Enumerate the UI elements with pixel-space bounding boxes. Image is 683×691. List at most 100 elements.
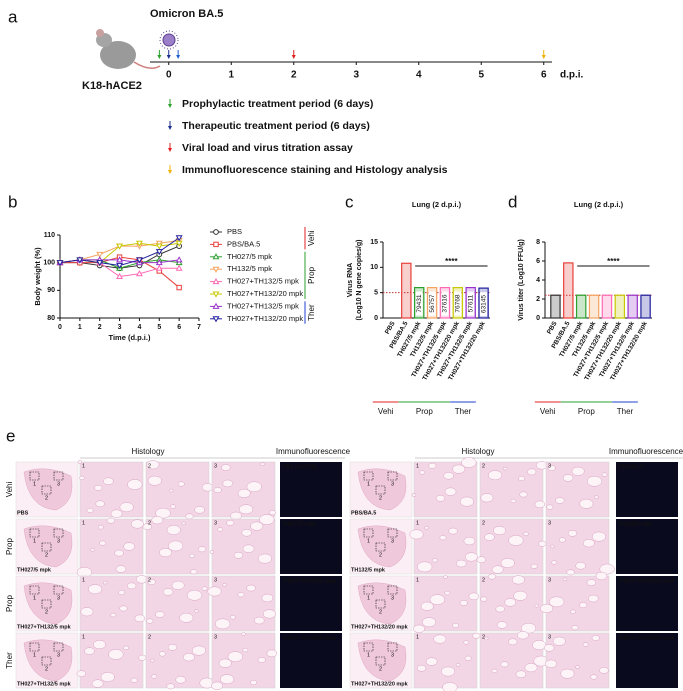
zoom-box [53, 528, 64, 538]
alveolus [91, 679, 104, 688]
zoom-label: 2 [482, 634, 485, 640]
x-tick-label: 6 [177, 324, 181, 331]
if-image [616, 462, 678, 517]
arrow-head [176, 55, 181, 59]
alveolus [222, 583, 227, 587]
alveolus [110, 612, 117, 618]
if-label: TH027+TH132/20 mpk [618, 578, 676, 584]
bar [601, 294, 613, 319]
zoom-label: 1 [82, 463, 85, 469]
marker [175, 256, 183, 263]
alveolus [211, 681, 223, 690]
alveolus [440, 666, 456, 677]
histology-image [79, 518, 144, 575]
alveolus [108, 649, 124, 660]
alveolus [476, 556, 486, 564]
alveolus [159, 548, 172, 558]
virus-icon [159, 30, 179, 50]
arrow [168, 121, 172, 130]
alveolus [484, 636, 489, 641]
legend-text: Immunofluorescence staining and Histolog… [182, 164, 448, 176]
alveolus [260, 462, 265, 466]
alveolus [257, 657, 266, 663]
alveolus [516, 631, 529, 640]
zoom-box-label: 2 [45, 552, 48, 558]
alveolus [269, 510, 276, 516]
group-label: Vehi [378, 407, 394, 416]
bar-text-bg [415, 291, 423, 316]
zoom-label: 3 [548, 463, 551, 469]
y-tick-label: 8 [536, 239, 540, 246]
zoom-box-label: 3 [391, 538, 394, 544]
alveolus [480, 596, 488, 602]
alveolus [135, 575, 148, 584]
alveolus [515, 670, 527, 678]
zoom-label: 1 [416, 577, 419, 583]
alveolus [570, 609, 576, 614]
alveolus [194, 609, 199, 613]
alveolus [493, 526, 506, 536]
alveolus [106, 517, 115, 524]
bar-text-bg [428, 291, 436, 316]
alveolus [147, 475, 162, 486]
alveolus [123, 645, 129, 650]
alveolus [79, 475, 85, 481]
alveolus [452, 622, 460, 629]
y-tick-label: 6 [536, 258, 540, 265]
alveolus [155, 507, 171, 519]
alveolus [146, 460, 160, 470]
column-header: Histology [462, 447, 495, 456]
lung-section [357, 639, 407, 682]
bar [401, 262, 412, 319]
if-image [280, 576, 342, 631]
zoom-label: 1 [82, 577, 85, 583]
alveolus [575, 665, 580, 669]
alveolus [504, 598, 517, 607]
alveolus [599, 563, 615, 575]
alveolus [560, 668, 575, 679]
alveolus [511, 575, 525, 585]
alveolus [491, 668, 498, 674]
zoom-label: 1 [82, 634, 85, 640]
alveolus [94, 484, 103, 491]
alveolus [102, 580, 108, 585]
alveolus [97, 525, 104, 530]
alveolus [555, 497, 565, 504]
panel-label: e [6, 426, 15, 445]
alveolus [186, 589, 203, 601]
alveolus [484, 533, 495, 541]
alveolus [547, 465, 556, 471]
alveolus [254, 616, 265, 625]
zoom-box-label: 3 [57, 538, 60, 544]
significance: **** [445, 257, 458, 266]
alveolus [496, 621, 508, 629]
if-image [280, 519, 342, 574]
marker [116, 272, 124, 279]
zoom-label: 2 [148, 463, 151, 469]
alveolus [443, 575, 448, 579]
marker [155, 259, 163, 266]
group-label: Vehi [307, 230, 316, 246]
legend-label: TH027+TH132/20 mpk [227, 314, 303, 323]
bar [563, 262, 574, 319]
alveolus [502, 466, 508, 471]
alveolus [413, 624, 425, 633]
zoom-label: 3 [548, 634, 551, 640]
alveolus [119, 502, 134, 513]
zoom-box-label: 2 [45, 495, 48, 501]
if-image [280, 633, 342, 688]
alveolus [530, 563, 538, 569]
zoom-label: 2 [482, 463, 485, 469]
panel-label: d [508, 192, 517, 211]
alveolus [552, 636, 566, 646]
alveolus [242, 544, 255, 553]
zoom-box-label: 2 [379, 609, 382, 615]
legend-label: TH027/5 mpk [227, 252, 272, 261]
bar-text: 57611 [467, 294, 474, 312]
zoom-box [363, 642, 374, 652]
x-tick-label: 0 [58, 324, 62, 331]
marker [116, 243, 124, 250]
zoom-box-label: 1 [33, 538, 36, 544]
zoom-label: 2 [148, 634, 151, 640]
zoom-box [387, 471, 398, 481]
